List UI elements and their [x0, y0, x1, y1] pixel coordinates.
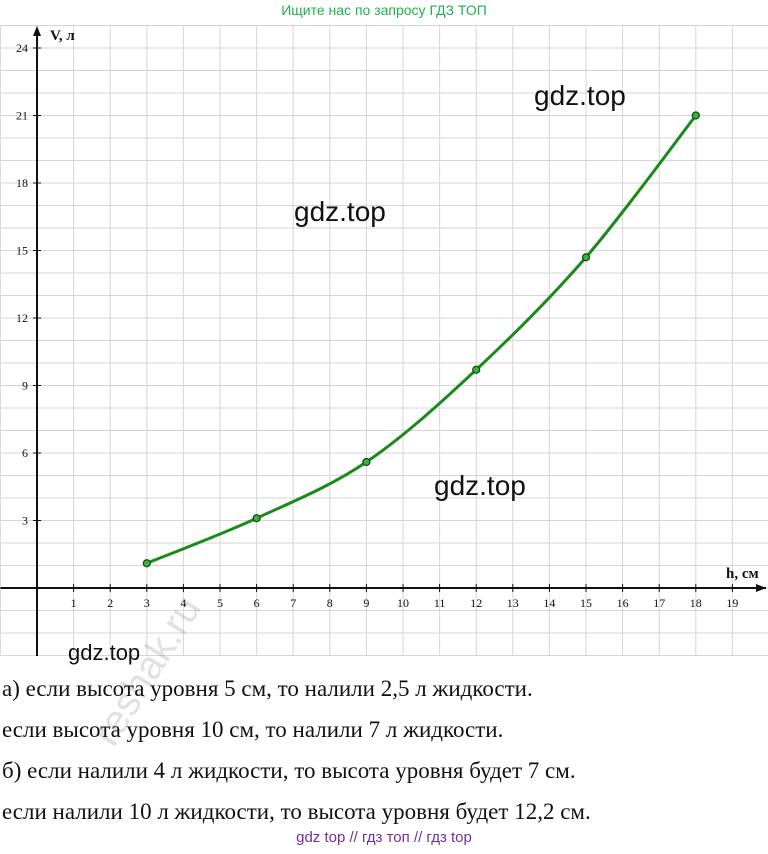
x-tick-label: 16: [617, 596, 629, 610]
x-tick-label: 14: [543, 596, 555, 610]
y-tick-label: 18: [16, 176, 28, 190]
y-tick-label: 9: [22, 379, 28, 393]
data-point: [252, 514, 261, 523]
bottom-banner: gdz top // гдз топ // гдз top: [296, 829, 472, 846]
answer-line-4: если налили 10 л жидкости, то высота уро…: [2, 799, 591, 824]
y-tick-label: 21: [16, 109, 28, 123]
x-tick-label: 9: [363, 596, 369, 610]
x-tick-label: 11: [434, 596, 446, 610]
data-points: [142, 111, 700, 568]
x-axis-label: h, см: [726, 566, 759, 582]
x-tick-label: 8: [327, 596, 333, 610]
top-banner: Ищите нас по запросу ГДЗ ТОП: [281, 2, 487, 18]
answer-line-3: б) если налили 4 л жидкости, то высота у…: [2, 758, 576, 783]
x-tick-label: 17: [653, 596, 665, 610]
watermark-gdz-top: gdz.top: [534, 80, 626, 111]
x-tick-label: 6: [254, 596, 260, 610]
data-point: [142, 559, 151, 568]
data-point: [472, 365, 481, 374]
y-tick-label: 12: [16, 311, 28, 325]
y-axis-arrow: [33, 26, 41, 36]
x-tick-label: 1: [71, 596, 77, 610]
watermark-gdz-top: gdz.top: [68, 640, 141, 665]
x-tick-label: 7: [290, 596, 296, 610]
y-tick-label: 6: [22, 446, 28, 460]
answer-line-2: если высота уровня 10 см, то налили 7 л …: [2, 717, 504, 742]
x-tick-label: 10: [397, 596, 409, 610]
watermark-gdz-top: gdz.top: [294, 196, 386, 227]
data-point: [581, 253, 591, 262]
x-tick-label: 15: [580, 596, 592, 610]
y-tick-label: 15: [16, 244, 28, 258]
x-tick-label: 12: [470, 596, 482, 610]
y-tick-label: 3: [22, 514, 28, 528]
x-tick-label: 18: [690, 596, 702, 610]
grid-lines: [0, 25, 768, 656]
data-point: [691, 111, 700, 120]
volume-height-chart: 1 2 3 4 5 6 7 8 9 10 11 12 13 14 15 16 17 18 1936912151821…: [0, 25, 768, 656]
tick-labels: 1 2 3 4 5 6 7 8 9 10 11 12 13 14 15 16 17 18 1936912151821…: [16, 41, 738, 610]
x-tick-label: 19: [726, 596, 738, 610]
x-tick-label: 5: [217, 596, 223, 610]
x-axis-arrow: [756, 584, 766, 592]
y-axis-label: V, л: [50, 28, 75, 44]
x-tick-label: 4: [180, 596, 186, 610]
answer-line-1: а) если высота уровня 5 см, то налили 2,…: [2, 676, 533, 701]
y-tick-label: 24: [16, 41, 28, 55]
data-point: [362, 457, 371, 467]
x-tick-label: 13: [507, 596, 519, 610]
x-tick-label: 3: [144, 596, 150, 610]
watermark-gdz-top: gdz.top: [434, 470, 526, 501]
axes: [0, 26, 766, 656]
x-tick-label: 2: [107, 596, 113, 610]
